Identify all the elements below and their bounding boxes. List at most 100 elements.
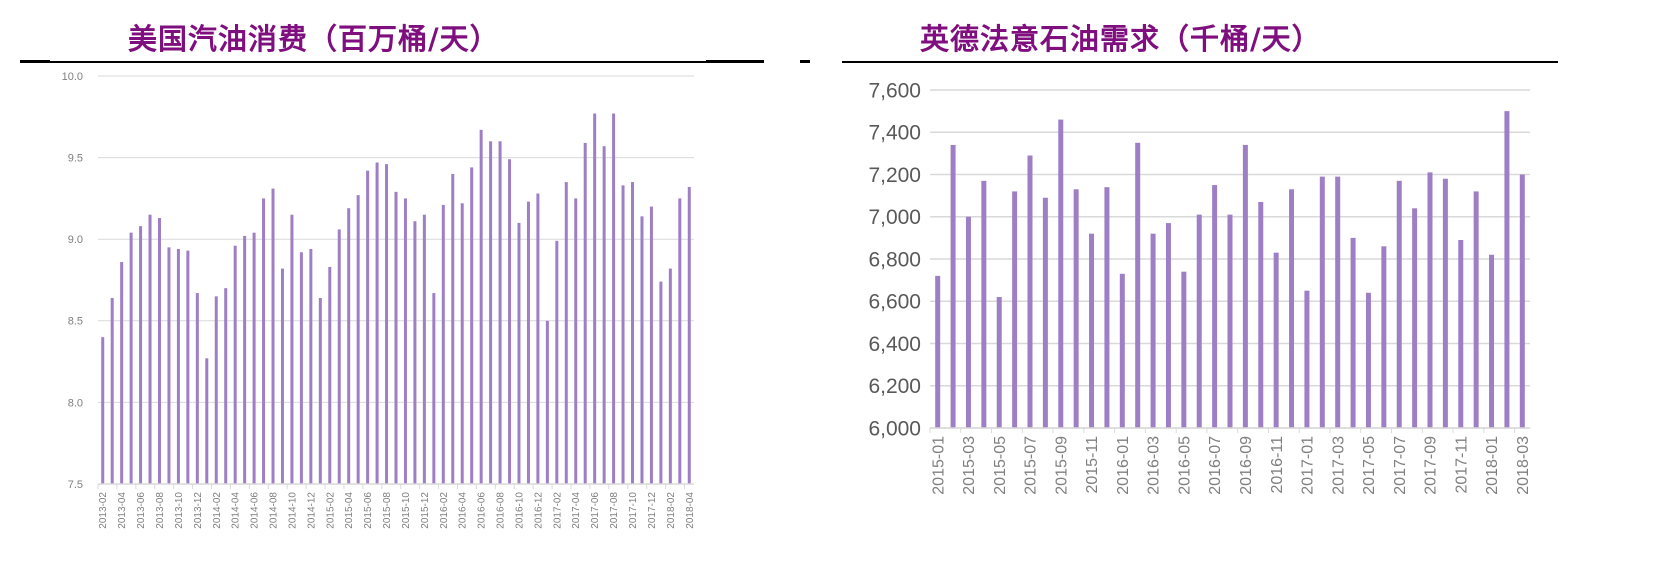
bar-2014-10 (290, 214, 294, 484)
x-tick-label: 2015-11 (1084, 436, 1101, 494)
x-tick-label: 2017-12 (647, 492, 658, 529)
x-tick-label: 2013-02 (98, 492, 109, 529)
bar-2016-12 (536, 193, 540, 484)
x-tick-label: 2018-01 (1484, 436, 1501, 495)
bar-2017-05 (1365, 292, 1371, 428)
y-tick-label: 6,800 (868, 248, 921, 271)
bar-2016-05 (1181, 271, 1187, 428)
bar-2016-09 (1242, 144, 1248, 429)
bar-2014-09 (280, 268, 284, 484)
bar-2018-03 (1519, 174, 1525, 428)
x-tick-label: 2016-06 (477, 492, 488, 529)
bar-2017-09 (1427, 172, 1433, 428)
y-tick-label: 9.0 (68, 234, 83, 246)
x-tick-label: 2014-02 (212, 492, 223, 529)
bar-2017-10 (1442, 178, 1448, 428)
x-tick-label: 2017-07 (1392, 436, 1409, 495)
bar-2017-08 (1412, 208, 1418, 428)
bar-2013-05 (129, 232, 133, 484)
x-tick-label: 2014-08 (269, 492, 280, 529)
bar-2016-11 (526, 201, 530, 484)
x-tick-label: 2017-09 (1423, 436, 1440, 495)
x-tick-label: 2017-04 (571, 492, 582, 529)
bar-2013-04 (120, 262, 124, 484)
bar-2016-05 (470, 167, 474, 484)
x-tick-label: 2017-11 (1453, 436, 1470, 494)
bar-2014-11 (299, 252, 303, 484)
eu4-oil-demand-bar-chart: 6,000 6,200 6,400 6,600 6,800 7,000 7,200 7,400… (868, 79, 1531, 495)
x-tick-label: 2017-02 (552, 492, 563, 529)
bar-2013-09 (167, 247, 171, 484)
y-tick-label: 7.5 (68, 479, 83, 491)
x-tick-label: 2016-09 (1238, 436, 1255, 495)
bar-2013-06 (139, 226, 143, 485)
bar-2014-08 (271, 188, 275, 484)
bar-2015-04 (347, 208, 351, 484)
bar-2013-03 (110, 297, 114, 484)
x-tick-label: 2017-06 (590, 492, 601, 529)
bar-2017-01 (545, 320, 549, 484)
bar-2017-07 (602, 146, 606, 484)
bar-2013-08 (157, 217, 161, 484)
x-tick-label: 2015-07 (1023, 436, 1040, 495)
x-tick-label: 2015-04 (344, 492, 355, 529)
bar-2017-02 (555, 240, 559, 484)
bar-2015-01 (318, 297, 322, 484)
bar-2017-07 (1396, 180, 1402, 428)
x-tick-label: 2017-10 (628, 492, 639, 529)
bar-2017-02 (1319, 176, 1325, 428)
right-title-rule-left (800, 60, 810, 63)
x-tick-label: 2014-06 (250, 492, 261, 529)
y-tick-label: 9.5 (68, 152, 83, 164)
bar-2017-06 (1381, 246, 1387, 428)
bar-2018-02 (668, 268, 672, 484)
bar-2014-07 (262, 198, 266, 484)
bar-2017-12 (649, 206, 653, 484)
bar-2013-10 (176, 248, 180, 484)
bar-2016-12 (1289, 189, 1295, 428)
bar-2017-12 (1473, 191, 1479, 428)
bar-2016-03 (451, 173, 455, 485)
x-tick-label: 2018-04 (685, 492, 696, 529)
x-tick-label: 2015-09 (1053, 436, 1070, 495)
bar-2017-03 (564, 182, 568, 484)
left-title-rule (50, 61, 710, 63)
x-tick-label: 2015-03 (961, 436, 978, 495)
x-tick-label: 2015-05 (992, 436, 1009, 495)
bar-2016-10 (1258, 201, 1264, 428)
bar-2015-03 (337, 229, 341, 484)
y-tick-label: 6,200 (868, 375, 921, 398)
bar-2015-07 (1027, 155, 1033, 429)
x-tick-label: 2016-08 (496, 492, 507, 529)
x-tick-label: 2013-10 (174, 492, 185, 529)
y-tick-label: 7,600 (868, 79, 921, 102)
bar-2016-03 (1150, 233, 1156, 428)
bar-2015-04 (981, 180, 987, 428)
bar-2016-04 (460, 203, 464, 484)
y-tick-label: 7,000 (868, 206, 921, 229)
bar-2016-02 (441, 204, 445, 485)
y-tick-label: 6,000 (868, 417, 921, 440)
bar-2016-10 (517, 222, 521, 484)
bar-2015-09 (1058, 119, 1064, 428)
x-tick-label: 2016-10 (514, 492, 525, 529)
bar-2016-01 (432, 293, 436, 484)
x-tick-label: 2013-12 (193, 492, 204, 529)
x-tick-label: 2017-01 (1300, 436, 1317, 495)
bar-2014-12 (309, 248, 313, 484)
x-tick-label: 2017-05 (1361, 436, 1378, 495)
bar-2015-11 (413, 221, 417, 485)
bar-2018-01 (1489, 254, 1495, 428)
bar-2015-06 (366, 170, 370, 484)
bar-2017-04 (1350, 237, 1356, 428)
bar-2018-01 (659, 281, 663, 484)
x-tick-label: 2015-02 (325, 492, 336, 529)
x-tick-label: 2017-03 (1330, 436, 1347, 495)
bar-2017-09 (621, 185, 625, 484)
bar-2013-07 (148, 214, 152, 484)
bar-2014-03 (224, 288, 228, 484)
left-title-rule-left (20, 60, 50, 63)
bar-2017-04 (574, 198, 578, 484)
x-tick-label: 2014-04 (231, 492, 242, 529)
y-tick-label: 10.0 (62, 71, 83, 83)
